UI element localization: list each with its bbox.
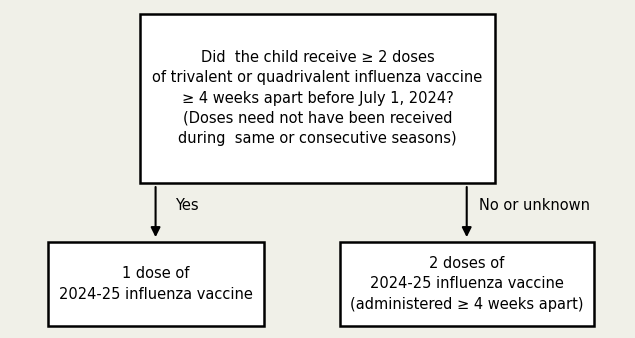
Text: No or unknown: No or unknown — [479, 198, 591, 213]
FancyBboxPatch shape — [340, 242, 594, 326]
Text: Yes: Yes — [175, 198, 198, 213]
FancyBboxPatch shape — [48, 242, 264, 326]
FancyBboxPatch shape — [140, 14, 495, 183]
Text: 2 doses of
2024-25 influenza vaccine
(administered ≥ 4 weeks apart): 2 doses of 2024-25 influenza vaccine (ad… — [350, 256, 584, 312]
Text: Did  the child receive ≥ 2 doses
of trivalent or quadrivalent influenza vaccine
: Did the child receive ≥ 2 doses of triva… — [152, 50, 483, 146]
Text: 1 dose of
2024-25 influenza vaccine: 1 dose of 2024-25 influenza vaccine — [58, 266, 253, 301]
